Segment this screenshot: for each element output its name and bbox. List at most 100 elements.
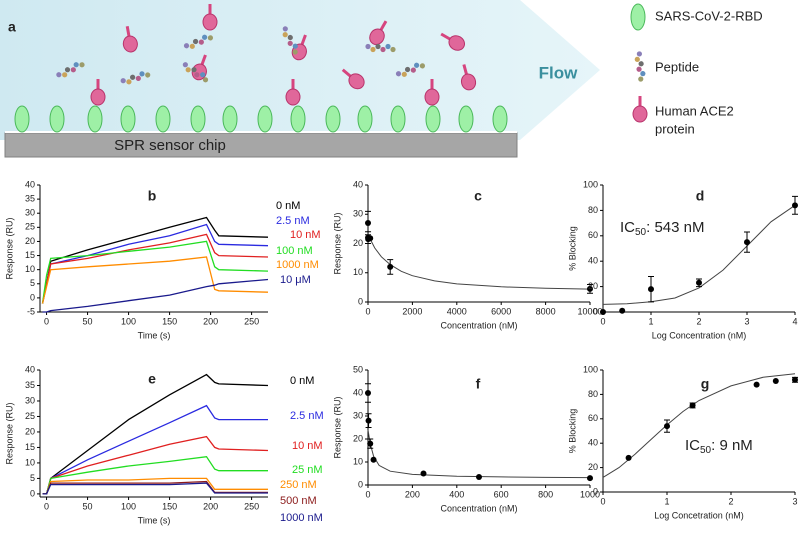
y-tick-label: 100 bbox=[583, 179, 598, 189]
series-line bbox=[42, 456, 268, 495]
fit-curve bbox=[367, 429, 591, 479]
rbd bbox=[257, 105, 273, 133]
y-tick-label: 30 bbox=[353, 410, 363, 420]
y-tick-label: 35 bbox=[25, 193, 35, 203]
y-tick-label: 40 bbox=[588, 438, 598, 448]
atom bbox=[638, 76, 644, 82]
atom bbox=[183, 43, 190, 49]
atom bbox=[192, 38, 199, 45]
annotation-rest: : 543 nM bbox=[646, 219, 704, 236]
peptide bbox=[634, 51, 646, 82]
ace2 bbox=[341, 68, 365, 90]
y-axis-label: % Blocking bbox=[567, 409, 577, 454]
flow-arrow bbox=[0, 0, 600, 140]
y-tick-label: 0 bbox=[593, 306, 598, 316]
chart: 0 20 40 60 80 100 0 1 2 3 4 Log Concentration (nM)%… bbox=[567, 179, 798, 340]
y-axis-label: Response (RU) bbox=[332, 212, 342, 274]
series-line bbox=[42, 482, 268, 495]
ace2-head bbox=[424, 88, 440, 106]
atom bbox=[380, 46, 386, 53]
ace2-head bbox=[369, 28, 385, 45]
y-tick-label: 20 bbox=[588, 281, 598, 291]
ace2 bbox=[285, 79, 301, 106]
atom bbox=[191, 67, 197, 73]
y-tick-label: 100 bbox=[583, 364, 598, 374]
legend-label: 100 nM bbox=[276, 245, 313, 257]
data-point bbox=[387, 263, 394, 270]
x-tick-label: 2 bbox=[696, 316, 701, 326]
panel-letter: a bbox=[8, 19, 16, 35]
x-tick-label: 1 bbox=[648, 316, 653, 326]
x-axis-label: Concentration (nM) bbox=[440, 503, 517, 513]
flow-label: Flow bbox=[539, 63, 578, 82]
series-line bbox=[41, 256, 269, 304]
y-tick-label: 20 bbox=[353, 433, 363, 443]
y-tick-label: 30 bbox=[25, 395, 35, 405]
ace2 bbox=[90, 79, 106, 106]
series-line bbox=[41, 233, 269, 304]
legend-label: protein bbox=[655, 121, 695, 136]
atom bbox=[395, 71, 402, 77]
y-tick-label: 60 bbox=[588, 413, 598, 423]
legend-label: 25 nM bbox=[292, 464, 323, 476]
atom bbox=[185, 67, 191, 73]
y-tick-label: 15 bbox=[25, 250, 35, 260]
data-point bbox=[365, 417, 372, 424]
y-tick-label: 25 bbox=[25, 222, 35, 232]
legend-label: 250 nM bbox=[280, 479, 317, 491]
data-point bbox=[772, 377, 779, 384]
atom bbox=[282, 26, 288, 32]
x-tick-label: 1 bbox=[664, 496, 669, 506]
y-tick-label: 50 bbox=[353, 364, 363, 374]
x-tick-label: 3 bbox=[792, 496, 797, 506]
rbd bbox=[492, 105, 508, 133]
rbd bbox=[49, 105, 65, 133]
ace2-head bbox=[348, 73, 365, 90]
data-point bbox=[476, 473, 482, 480]
panel-a: SPR sensor chip a Flow SARS-CoV-2-RBD Pe… bbox=[0, 0, 763, 158]
data-point bbox=[648, 286, 654, 293]
atom bbox=[636, 66, 642, 72]
ace2 bbox=[424, 79, 440, 106]
data-point bbox=[420, 470, 427, 477]
y-tick-label: -5 bbox=[27, 306, 35, 316]
atom bbox=[202, 34, 208, 40]
series-line bbox=[42, 278, 269, 313]
y-tick-label: 35 bbox=[25, 380, 35, 390]
atom bbox=[401, 71, 407, 77]
x-tick-label: 3 bbox=[744, 316, 749, 326]
x-tick-label: 200 bbox=[405, 489, 420, 499]
atom bbox=[145, 72, 151, 78]
y-tick-label: 60 bbox=[588, 230, 598, 240]
x-axis-label: Time (s) bbox=[138, 515, 171, 525]
y-tick-label: 80 bbox=[588, 389, 598, 399]
rbd-icon bbox=[630, 3, 646, 31]
y-tick-label: 20 bbox=[588, 462, 598, 472]
atom bbox=[282, 32, 288, 38]
peptide bbox=[183, 34, 214, 49]
x-axis-label: Concentration (nM) bbox=[440, 320, 517, 330]
x-tick-label: 150 bbox=[162, 501, 177, 511]
x-tick-label: 250 bbox=[244, 501, 259, 511]
data-point bbox=[744, 239, 750, 246]
data-point bbox=[367, 235, 374, 242]
legend-label: 10 nM bbox=[290, 229, 321, 241]
x-tick-label: 1000 bbox=[580, 489, 600, 499]
y-axis-label: % Blocking bbox=[567, 226, 577, 271]
y-tick-label: 5 bbox=[30, 278, 35, 288]
atom bbox=[419, 63, 426, 69]
atom bbox=[207, 35, 214, 41]
x-axis-label: Log Concentration (nM) bbox=[652, 330, 747, 340]
panel-letter: g bbox=[701, 376, 710, 392]
atom bbox=[126, 79, 132, 85]
y-tick-label: 40 bbox=[353, 179, 363, 189]
series-line bbox=[42, 373, 269, 495]
ace2 bbox=[369, 20, 388, 45]
data-point bbox=[792, 202, 798, 209]
x-tick-label: 100 bbox=[121, 501, 136, 511]
annotation-subscript: 50 bbox=[635, 227, 647, 238]
data-point bbox=[587, 285, 593, 292]
chart: 0 5 10 15 20 25 30 35 40 0 50 100 150 200 250 Time (s) R… bbox=[4, 364, 323, 525]
x-tick-label: 800 bbox=[538, 489, 553, 499]
